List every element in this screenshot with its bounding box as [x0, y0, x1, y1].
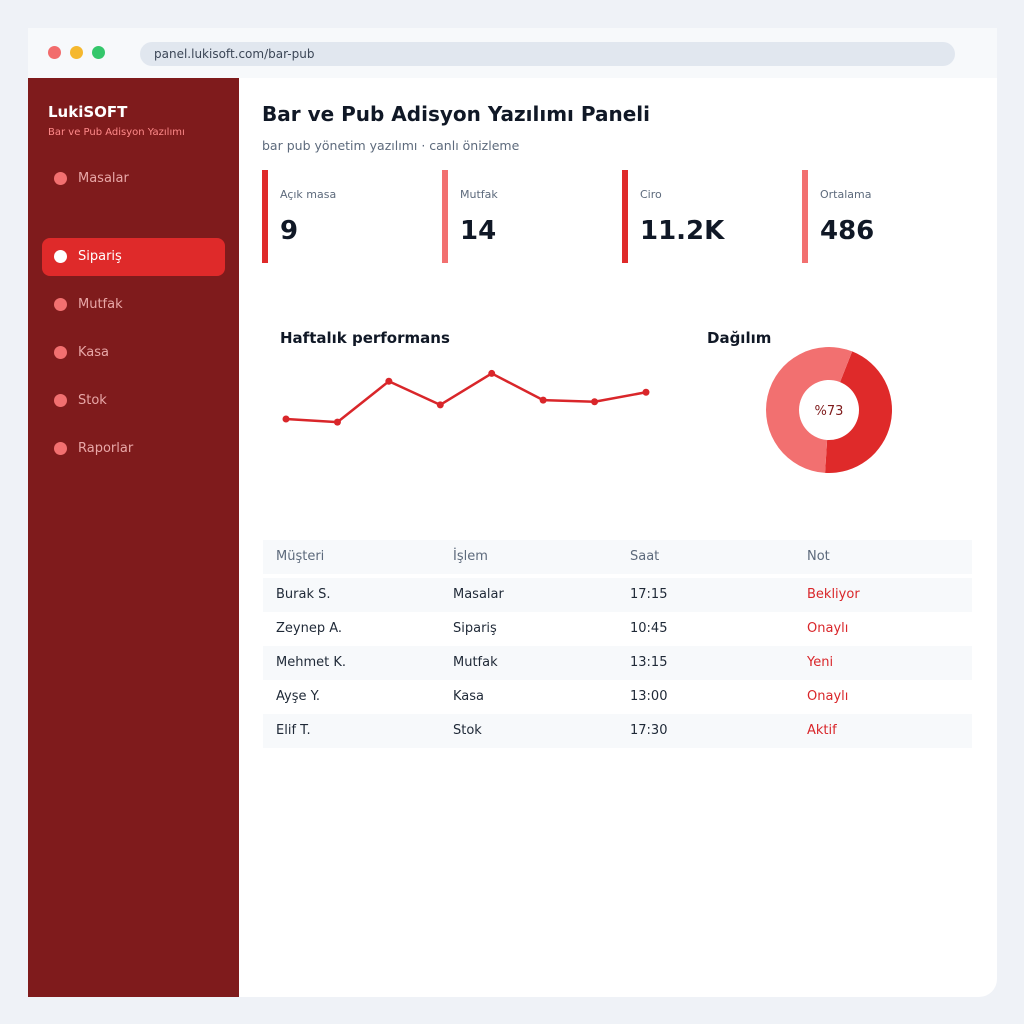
cell-time: 17:30	[630, 723, 668, 738]
cell-time: 10:45	[630, 621, 668, 636]
stat-accent-bar	[622, 170, 628, 263]
cell-action: Mutfak	[453, 655, 498, 670]
stat-value: 14	[460, 216, 497, 246]
stat-card-ciro[interactable]: Ciro 11.2K	[622, 170, 782, 263]
cell-note: Yeni	[807, 655, 834, 670]
cell-time: 17:15	[630, 587, 668, 602]
column-header-saat: Saat	[630, 549, 660, 564]
donut-slice[interactable]	[825, 351, 892, 473]
stat-accent-bar	[442, 170, 448, 263]
distribution-donut-chart: %73	[766, 347, 892, 473]
browser-titlebar: panel.lukisoft.com/bar-pub	[28, 28, 997, 78]
cell-customer: Ayşe Y.	[276, 689, 321, 704]
column-header-not: Not	[807, 549, 830, 564]
address-bar[interactable]: panel.lukisoft.com/bar-pub	[140, 42, 955, 66]
cell-note: Onaylı	[807, 621, 849, 636]
performance-line-chart	[282, 369, 650, 426]
data-point[interactable]	[488, 369, 496, 377]
data-point[interactable]	[282, 415, 290, 423]
minimize-window-button[interactable]	[70, 46, 83, 59]
donut-slice[interactable]	[766, 347, 853, 473]
sidebar-item-stok[interactable]: Stok	[42, 382, 225, 420]
sidebar-item-label: Raporlar	[78, 441, 134, 456]
stat-label: Mutfak	[460, 188, 498, 201]
performance-chart-title: Haftalık performans	[280, 329, 450, 347]
brand-name: LukiSOFT	[48, 103, 128, 121]
column-header-islem: İşlem	[453, 549, 488, 564]
dot-icon	[54, 298, 67, 311]
table-row[interactable]: Elif T. Stok 17:30 Aktif	[263, 714, 972, 748]
cell-action: Sipariş	[453, 621, 497, 636]
sidebar-item-label: Kasa	[78, 345, 110, 360]
brand-subtitle: Bar ve Pub Adisyon Yazılımı	[48, 127, 185, 138]
page-subtitle: bar pub yönetim yazılımı · canlı önizlem…	[262, 138, 520, 153]
stat-label: Açık masa	[280, 188, 337, 201]
stat-accent-bar	[262, 170, 268, 263]
cell-action: Masalar	[453, 587, 504, 602]
sidebar-item-siparis[interactable]: Sipariş	[42, 238, 225, 276]
sidebar-item-raporlar[interactable]: Raporlar	[42, 430, 225, 468]
cell-customer: Zeynep A.	[276, 621, 343, 636]
stat-card-mutfak[interactable]: Mutfak 14	[442, 170, 602, 263]
stat-card-acik-masa[interactable]: Açık masa 9	[262, 170, 422, 263]
dot-icon	[54, 346, 67, 359]
sidebar-item-label: Mutfak	[78, 297, 123, 312]
table-row[interactable]: Burak S. Masalar 17:15 Bekliyor	[263, 578, 972, 612]
stat-accent-bar	[802, 170, 808, 263]
table-row[interactable]: Mehmet K. Mutfak 13:15 Yeni	[263, 646, 972, 680]
table-row[interactable]: Ayşe Y. Kasa 13:00 Onaylı	[263, 680, 972, 714]
sidebar-item-label: Masalar	[78, 171, 129, 186]
data-point[interactable]	[333, 418, 341, 426]
sidebar: LukiSOFT Bar ve Pub Adisyon Yazılımı Mas…	[28, 78, 239, 997]
table-header-row: Müşteri İşlem Saat Not	[263, 540, 972, 574]
cell-action: Stok	[453, 723, 482, 738]
maximize-window-button[interactable]	[92, 46, 105, 59]
donut-center-label: %73	[815, 404, 844, 419]
stat-value: 9	[280, 216, 299, 246]
distribution-chart-title: Dağılım	[707, 329, 772, 347]
series-line	[285, 372, 647, 424]
data-point[interactable]	[539, 396, 547, 404]
cell-action: Kasa	[453, 689, 485, 704]
main-content: Bar ve Pub Adisyon Yazılımı Paneli bar p…	[239, 78, 997, 997]
cell-time: 13:15	[630, 655, 668, 670]
cell-note: Aktif	[807, 723, 837, 738]
dot-icon	[54, 172, 67, 185]
stat-value: 486	[820, 216, 875, 246]
sidebar-item-label: Sipariş	[78, 249, 122, 264]
cell-note: Onaylı	[807, 689, 849, 704]
data-point[interactable]	[385, 377, 393, 385]
page-title: Bar ve Pub Adisyon Yazılımı Paneli	[262, 102, 650, 126]
sidebar-item-label: Stok	[78, 393, 107, 408]
stat-label: Ortalama	[820, 188, 872, 201]
cell-customer: Elif T.	[276, 723, 311, 738]
table-row[interactable]: Zeynep A. Sipariş 10:45 Onaylı	[263, 612, 972, 646]
stat-value: 11.2K	[640, 216, 725, 246]
dot-icon	[54, 394, 67, 407]
cell-customer: Mehmet K.	[276, 655, 347, 670]
browser-window: panel.lukisoft.com/bar-pub LukiSOFT Bar …	[28, 28, 997, 997]
cell-time: 13:00	[630, 689, 668, 704]
data-point[interactable]	[436, 401, 444, 409]
stat-card-ortalama[interactable]: Ortalama 486	[802, 170, 962, 263]
dot-icon	[54, 442, 67, 455]
sidebar-item-masalar[interactable]: Masalar	[42, 160, 225, 198]
sidebar-item-kasa[interactable]: Kasa	[42, 334, 225, 372]
cell-customer: Burak S.	[276, 587, 331, 602]
dot-icon	[54, 250, 67, 263]
stat-label: Ciro	[640, 188, 662, 201]
sidebar-item-mutfak[interactable]: Mutfak	[42, 286, 225, 324]
cell-note: Bekliyor	[807, 587, 860, 602]
data-point[interactable]	[591, 398, 599, 406]
close-window-button[interactable]	[48, 46, 61, 59]
column-header-musteri: Müşteri	[276, 549, 325, 564]
data-point[interactable]	[642, 388, 650, 396]
